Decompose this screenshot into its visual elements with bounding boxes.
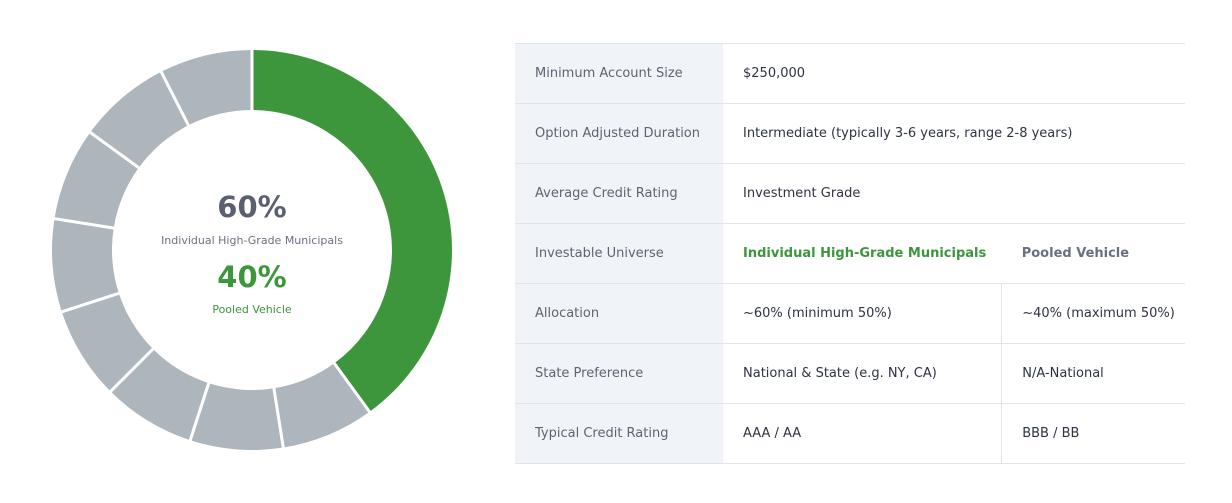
center-label: Individual High-Grade Municipals (161, 234, 343, 247)
donut-chart: 60% Individual High-Grade Municipals 40% Po… (51, 48, 452, 451)
donut-segment (252, 50, 452, 412)
segment-separator (331, 360, 372, 415)
segment-separator (59, 291, 122, 314)
table-cell: Pooled Vehicle (1001, 223, 1185, 284)
center-label: 40% (217, 260, 286, 294)
table-cell: $250,000 (723, 43, 1185, 104)
table-cell: State Preference (515, 343, 723, 404)
center-label: 60% (217, 190, 286, 224)
segment-separator (158, 69, 191, 128)
table-cell: N/A-National (1001, 343, 1185, 404)
table-cell: Option Adjusted Duration (515, 103, 723, 164)
table-cell: Intermediate (typically 3-6 years, range… (723, 103, 1185, 164)
table-row: Minimum Account Size $250,000 (515, 43, 1185, 104)
table-cell: Allocation (515, 283, 723, 344)
table-row: Option Adjusted Duration Intermediate (ty… (515, 103, 1185, 164)
table-cell: Average Credit Rating (515, 163, 723, 224)
segment-separator (108, 346, 156, 394)
table-cell: Typical Credit Rating (515, 403, 723, 464)
table-cell: National & State (e.g. NY, CA) (723, 343, 1002, 404)
table-row: Allocation ~60% (minimum 50%) ~40% (maximu… (515, 283, 1185, 344)
table-row: Investable Universe Individual High-Grade… (515, 223, 1185, 284)
segment-separator (87, 130, 142, 171)
table-row: Average Credit Rating Investment Grade (515, 163, 1185, 224)
table-cell: BBB / BB (1001, 403, 1185, 464)
details-table: Minimum Account Size $250,000 Option Adjus… (515, 43, 1185, 464)
table-row: Typical Credit Rating AAA / AA BBB / BB (515, 403, 1185, 464)
table-cell: Minimum Account Size (515, 43, 723, 104)
table-cell: Investment Grade (723, 163, 1185, 224)
segment-separator (52, 216, 116, 230)
segment-separator (272, 386, 286, 450)
table-cell: Investable Universe (515, 223, 723, 284)
table-cell: Individual High-Grade Municipals (723, 223, 1002, 284)
table-row: State Preference National & State (e.g. N… (515, 343, 1185, 404)
table-cell: ~60% (minimum 50%) (723, 283, 1002, 344)
table-cell: AAA / AA (723, 403, 1002, 464)
table-cell: ~40% (maximum 50%) (1001, 283, 1185, 344)
segment-separator (188, 380, 211, 443)
center-label: Pooled Vehicle (212, 303, 292, 316)
donut-segment (51, 50, 370, 451)
